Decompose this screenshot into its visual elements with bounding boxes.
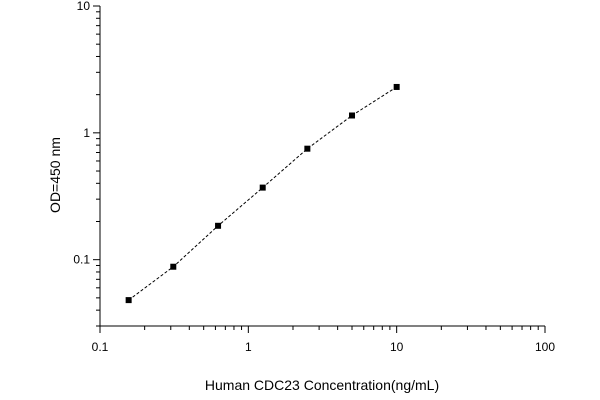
data-point bbox=[304, 145, 311, 152]
x-tick-label: 100 bbox=[535, 340, 555, 354]
data-point bbox=[125, 297, 132, 304]
y-axis-title: OD=450 nm bbox=[47, 137, 63, 213]
plot-layer bbox=[99, 6, 545, 327]
x-tick-label: 10 bbox=[390, 340, 404, 354]
series-line bbox=[128, 86, 397, 301]
data-point bbox=[393, 83, 400, 90]
y-tick-label: 10 bbox=[77, 0, 91, 13]
data-point bbox=[349, 112, 356, 119]
y-tick-label: 1 bbox=[83, 126, 90, 140]
labels-layer: 0.1 1 10 100 0.1 1 10 bbox=[73, 0, 555, 354]
data-point bbox=[259, 184, 266, 191]
data-point bbox=[215, 222, 222, 229]
x-tick-label: 1 bbox=[245, 340, 252, 354]
ticks-layer bbox=[93, 5, 546, 333]
y-tick-label: 0.1 bbox=[73, 253, 90, 267]
data-point bbox=[170, 263, 177, 270]
x-axis-title: Human CDC23 Concentration(ng/mL) bbox=[205, 377, 439, 393]
x-tick-label: 0.1 bbox=[92, 340, 109, 354]
